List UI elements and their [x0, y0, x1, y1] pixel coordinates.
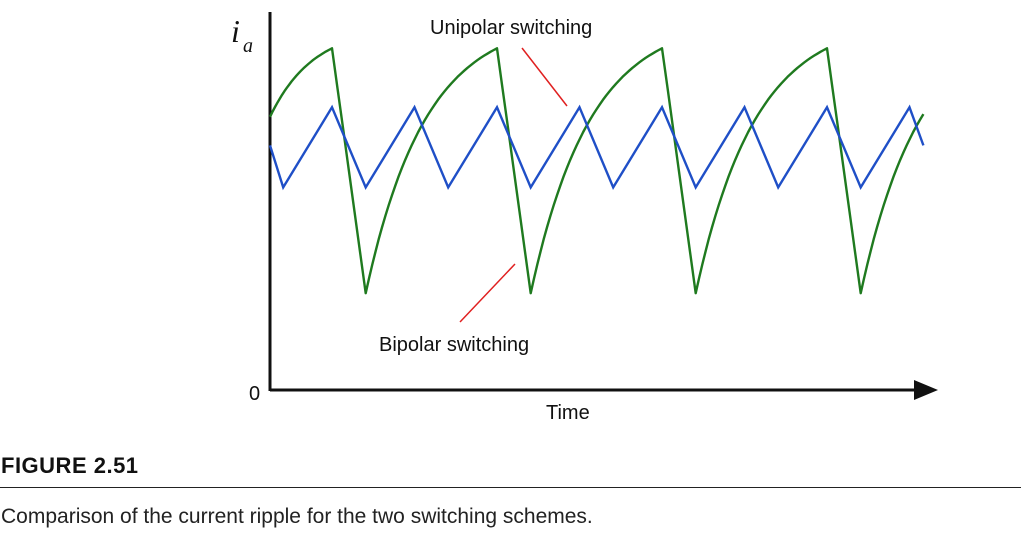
figure-caption: Comparison of the current ripple for the…	[1, 505, 593, 528]
unipolar-switching-line	[268, 104, 925, 191]
y-axis-label-subscript: a	[243, 35, 253, 57]
y-origin-label: 0	[249, 383, 260, 405]
x-axis-arrow-icon	[914, 380, 938, 400]
figure-divider	[0, 487, 1021, 488]
y-axis-label: i	[231, 13, 240, 49]
figure-label: FIGURE 2.51	[1, 453, 139, 478]
x-axis-label: Time	[546, 402, 590, 424]
unipolar-switching-label: Unipolar switching	[430, 17, 592, 39]
unipolar-pointer-line	[521, 47, 568, 107]
bipolar-switching-line	[268, 47, 925, 295]
current-ripple-chart: i a 0 Time Unipolar switching Bipolar sw…	[231, 12, 938, 424]
bipolar-switching-label: Bipolar switching	[379, 334, 529, 356]
bipolar-pointer-line	[459, 263, 516, 323]
